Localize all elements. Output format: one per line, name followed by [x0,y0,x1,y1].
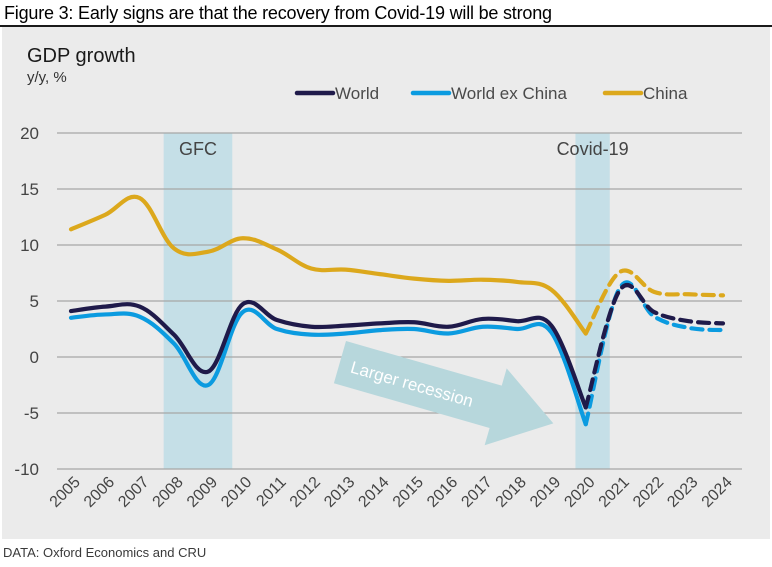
series-line-world-forecast [583,283,726,410]
x-tick-label: 2014 [355,474,392,511]
x-tick-label: 2021 [596,474,633,511]
y-tick-label: -10 [14,460,39,479]
x-tick-label: 2010 [218,474,255,511]
arrow-shape [333,341,554,446]
x-tick-label: 2019 [527,474,564,511]
y-tick-label: -5 [24,404,39,423]
legend-item-world: World [294,84,379,103]
x-tick-label: 2007 [115,474,152,511]
series-line-china-actual [68,194,588,336]
x-tick-label: 2005 [47,474,84,511]
chart-subtitle: y/y, % [27,69,67,86]
series-line-china-forecast [583,268,726,336]
series-line-world-actual [68,300,588,410]
legend-label: China [643,84,688,103]
x-tick-label: 2015 [390,474,427,511]
band-label: GFC [179,139,217,159]
band-label: Covid-19 [557,139,629,159]
legend-item-world-ex-china: World ex China [410,84,567,103]
data-source-footnote: DATA: Oxford Economics and CRU [3,545,207,560]
x-tick-label: 2024 [699,474,736,511]
x-tick-label: 2011 [253,474,289,510]
x-tick-label: 2017 [458,474,495,511]
y-tick-label: 15 [20,180,39,199]
legend-item-china: China [602,84,688,103]
x-tick-label: 2016 [424,474,461,511]
series-line-world-ex-china-actual [68,307,588,427]
larger-recession-arrow: Larger recession [333,341,554,446]
x-tick-label: 2006 [81,474,118,511]
x-tick-label: 2009 [184,474,221,511]
x-tick-label: 2020 [561,474,598,511]
x-tick-label: 2008 [150,474,187,511]
figure-title: Figure 3: Early signs are that the recov… [4,3,552,23]
y-tick-label: 10 [20,236,39,255]
x-tick-label: 2023 [664,474,701,511]
title-rule [0,25,772,27]
x-tick-label: 2012 [287,474,324,511]
chart-title: GDP growth [27,45,136,67]
x-tick-label: 2013 [321,474,358,511]
legend: World World ex China China [294,84,688,103]
legend-label: World ex China [451,84,567,103]
x-tick-label: 2018 [493,474,530,511]
y-tick-label: 0 [30,348,39,367]
x-tick-label: 2022 [630,474,667,511]
y-tick-label: 20 [20,124,39,143]
legend-label: World [335,84,379,103]
y-tick-label: 5 [30,292,39,311]
